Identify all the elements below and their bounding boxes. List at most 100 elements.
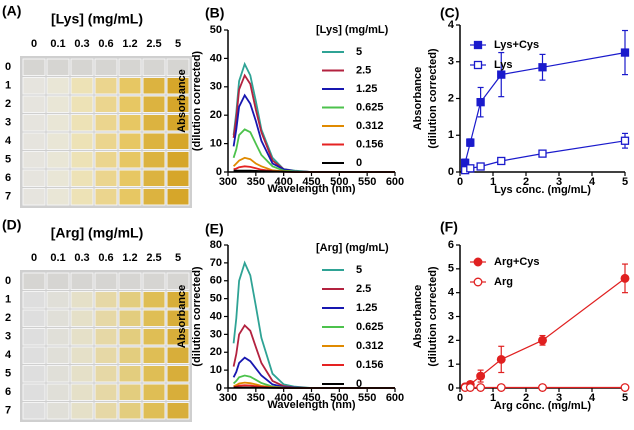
data-point bbox=[538, 335, 547, 345]
x-tick-label: 600 bbox=[386, 176, 404, 188]
x-tick-label: 4 bbox=[589, 176, 596, 188]
column-label: 0 bbox=[31, 252, 37, 264]
well bbox=[22, 151, 46, 169]
data-point bbox=[620, 136, 630, 145]
x-tick-label: 350 bbox=[247, 176, 265, 188]
well bbox=[22, 309, 46, 327]
data-point bbox=[466, 138, 475, 147]
well bbox=[166, 114, 190, 132]
y-tick-label: 10 bbox=[210, 138, 222, 150]
data-point bbox=[538, 149, 547, 158]
well bbox=[70, 383, 94, 401]
row-label: 2 bbox=[5, 312, 11, 324]
data-point bbox=[496, 354, 506, 364]
y-tick-label: 0 bbox=[216, 382, 222, 394]
well bbox=[70, 272, 94, 290]
x-axis-label: Wavelength (nm) bbox=[267, 183, 356, 195]
well bbox=[46, 365, 70, 383]
well bbox=[94, 272, 118, 290]
legend-label: 1.25 bbox=[356, 302, 377, 314]
row-label: 4 bbox=[5, 349, 12, 361]
well bbox=[46, 132, 70, 150]
row-label: 1 bbox=[5, 80, 11, 92]
row-label: 2 bbox=[5, 98, 11, 110]
row-label: 5 bbox=[5, 154, 11, 166]
data-point bbox=[497, 70, 506, 79]
well bbox=[142, 114, 166, 132]
well bbox=[142, 58, 166, 76]
well bbox=[22, 346, 46, 364]
data-point bbox=[620, 48, 630, 57]
x-axis-label: Arg conc. (mg/mL) bbox=[494, 400, 592, 412]
column-label: 2.5 bbox=[146, 38, 161, 50]
legend-label: 0 bbox=[356, 157, 362, 169]
well bbox=[94, 58, 118, 76]
well bbox=[142, 188, 166, 206]
panel-label: (D) bbox=[2, 217, 21, 233]
data-point bbox=[476, 98, 485, 107]
well bbox=[118, 402, 142, 420]
well bbox=[46, 291, 70, 309]
well bbox=[142, 309, 166, 327]
y-axis-label: (dilution corrected) bbox=[427, 266, 439, 367]
x-tick-label: 500 bbox=[330, 176, 348, 188]
x-tick-label: 0 bbox=[457, 176, 463, 188]
legend-label: 0 bbox=[356, 378, 362, 390]
legend-marker bbox=[473, 60, 483, 70]
panel-label: (B) bbox=[205, 5, 224, 21]
well bbox=[118, 365, 142, 383]
y-tick-label: 2 bbox=[448, 92, 454, 104]
y-tick-label: 4 bbox=[448, 19, 455, 31]
well bbox=[118, 151, 142, 169]
row-label: 7 bbox=[5, 191, 11, 203]
column-label: 0.3 bbox=[74, 38, 89, 50]
row-label: 3 bbox=[5, 117, 11, 129]
well bbox=[22, 328, 46, 346]
spectrum-line bbox=[233, 169, 395, 173]
legend-label: 5 bbox=[356, 46, 362, 58]
well bbox=[94, 309, 118, 327]
legend-label: 0.312 bbox=[356, 340, 384, 352]
y-axis-label: Absorbance bbox=[412, 67, 424, 131]
legend-label: 5 bbox=[356, 264, 362, 276]
column-label: 0.6 bbox=[98, 38, 113, 50]
y-tick-label: 3 bbox=[448, 310, 454, 322]
row-label: 4 bbox=[5, 135, 12, 147]
legend-label: Arg+Cys bbox=[494, 256, 540, 268]
well bbox=[70, 365, 94, 383]
well bbox=[118, 272, 142, 290]
x-tick-label: 300 bbox=[219, 392, 237, 404]
x-tick-label: 2 bbox=[523, 392, 529, 404]
panel-label: (E) bbox=[205, 221, 224, 237]
well bbox=[94, 291, 118, 309]
spectrum-line bbox=[233, 386, 395, 389]
y-axis-label: (dilution corrected) bbox=[191, 266, 203, 367]
data-point bbox=[496, 383, 506, 392]
panel-label: (A) bbox=[2, 3, 21, 19]
well bbox=[94, 169, 118, 187]
well bbox=[118, 169, 142, 187]
x-tick-label: 550 bbox=[358, 176, 376, 188]
spectrum-line bbox=[232, 156, 395, 173]
well bbox=[142, 169, 166, 187]
x-tick-label: 2 bbox=[523, 176, 529, 188]
well bbox=[94, 365, 118, 383]
y-tick-label: 10 bbox=[210, 364, 222, 376]
x-tick-label: 500 bbox=[330, 392, 348, 404]
well bbox=[94, 188, 118, 206]
x-tick-label: 3 bbox=[556, 176, 562, 188]
well bbox=[46, 58, 70, 76]
x-tick-label: 350 bbox=[247, 392, 265, 404]
well bbox=[118, 77, 142, 95]
well bbox=[166, 132, 190, 150]
well bbox=[142, 95, 166, 113]
data-point bbox=[476, 383, 486, 392]
legend-label: 0.625 bbox=[356, 101, 384, 113]
well bbox=[70, 151, 94, 169]
row-label: 3 bbox=[5, 331, 11, 343]
well bbox=[142, 77, 166, 95]
well bbox=[22, 402, 46, 420]
well bbox=[46, 309, 70, 327]
well bbox=[142, 272, 166, 290]
row-label: 7 bbox=[5, 405, 11, 417]
